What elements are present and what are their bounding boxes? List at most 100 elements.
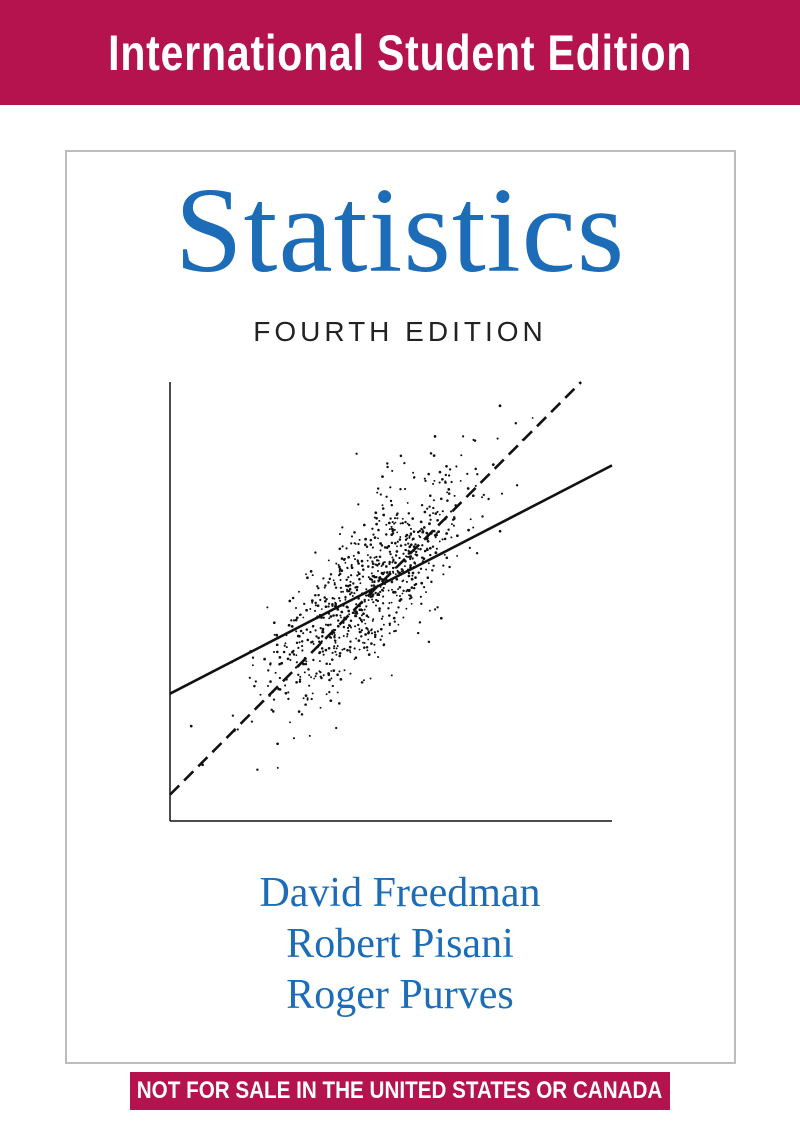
- scatter-point: [450, 536, 453, 539]
- scatter-point: [398, 556, 401, 560]
- scatter-point: [358, 648, 361, 651]
- scatter-point: [390, 580, 394, 584]
- scatter-point: [459, 479, 462, 482]
- scatter-point: [336, 624, 340, 628]
- scatter-point: [382, 644, 385, 647]
- scatter-point: [338, 670, 341, 673]
- scatter-point: [307, 668, 310, 671]
- scatter-point: [270, 708, 273, 712]
- scatter-point: [423, 510, 427, 514]
- scatter-point: [348, 587, 352, 591]
- scatter-point: [391, 469, 394, 472]
- scatter-point: [441, 510, 444, 513]
- scatter-point: [348, 649, 351, 652]
- scatter-point: [390, 674, 393, 677]
- scatter-point: [328, 663, 331, 666]
- disclaimer-text: NOT FOR SALE IN THE UNITED STATES OR CAN…: [137, 1077, 663, 1104]
- scatter-point: [355, 637, 358, 640]
- scatter-point: [319, 675, 323, 679]
- scatter-point: [295, 616, 299, 620]
- scatter-point: [344, 595, 347, 599]
- scatter-point: [366, 565, 370, 568]
- scatter-point: [408, 588, 411, 592]
- scatter-point: [360, 629, 364, 632]
- scatter-point: [409, 558, 412, 561]
- scatter-point: [344, 584, 348, 587]
- scatter-point: [390, 541, 394, 545]
- scatter-point: [389, 486, 392, 489]
- scatter-point: [414, 553, 417, 556]
- scatter-point: [332, 579, 335, 582]
- scatter-point: [333, 647, 335, 650]
- scatter-point: [358, 617, 361, 620]
- scatter-point: [342, 590, 344, 593]
- scatter-point: [302, 616, 305, 619]
- scatter-point: [329, 623, 332, 626]
- scatter-point: [304, 703, 307, 706]
- scatter-point: [365, 645, 369, 649]
- scatter-point: [362, 612, 365, 616]
- scatter-point: [308, 684, 311, 687]
- scatter-point: [378, 519, 381, 522]
- scatter-point: [389, 499, 393, 503]
- scatter-point: [445, 532, 448, 535]
- scatter-point: [321, 635, 324, 638]
- scatter-point: [295, 680, 298, 684]
- scatter-point: [360, 608, 363, 611]
- scatter-point: [432, 454, 436, 457]
- scatter-point: [417, 571, 420, 574]
- scatter-point: [379, 542, 382, 545]
- scatter-point: [433, 608, 437, 611]
- scatter-point: [331, 658, 334, 661]
- scatter-point: [410, 602, 413, 605]
- scatter-point: [383, 561, 386, 564]
- scatter-point: [321, 650, 325, 653]
- scatter-point: [346, 588, 348, 591]
- scatter-point: [371, 565, 374, 569]
- scatter-point: [515, 484, 519, 487]
- scatter-point: [426, 576, 430, 580]
- scatter-point: [400, 568, 403, 571]
- scatter-point: [300, 640, 304, 643]
- scatter-point: [498, 404, 502, 408]
- scatter-point: [369, 595, 373, 599]
- scatter-point: [387, 589, 390, 592]
- scatter-point: [355, 615, 358, 618]
- scatter-point: [399, 544, 403, 547]
- scatter-point: [370, 584, 373, 587]
- scatter-point: [320, 647, 324, 650]
- scatter-point: [333, 597, 336, 600]
- scatter-point: [359, 582, 362, 585]
- scatter-point: [366, 554, 369, 557]
- scatter-point: [399, 522, 402, 525]
- cover-frame: [65, 150, 736, 1064]
- scatter-point: [391, 570, 395, 573]
- scatter-point: [399, 454, 403, 458]
- scatter-point: [413, 583, 417, 587]
- scatter-point: [396, 517, 399, 520]
- scatter-point: [381, 507, 385, 510]
- scatter-point: [314, 604, 317, 607]
- scatter-point: [356, 574, 359, 577]
- scatter-point: [438, 540, 441, 543]
- scatter-point: [332, 614, 335, 617]
- scatter-point: [340, 569, 344, 572]
- scatter-point: [352, 582, 355, 585]
- scatter-point: [297, 646, 300, 650]
- scatter-point: [231, 714, 235, 717]
- scatter-point: [389, 552, 392, 556]
- author-name: Robert Pisani: [286, 921, 514, 967]
- scatter-point: [393, 522, 396, 525]
- scatter-point: [376, 487, 380, 490]
- scatter-point: [436, 518, 439, 522]
- scatter-point: [475, 552, 479, 555]
- scatter-point: [446, 491, 449, 494]
- scatter-point: [283, 644, 286, 647]
- scatter-point: [322, 616, 325, 619]
- scatter-point: [338, 636, 341, 639]
- scatter-point: [422, 526, 426, 529]
- scatter-point: [360, 635, 363, 638]
- scatter-point: [384, 565, 388, 568]
- scatter-point: [341, 526, 344, 529]
- scatter-point: [311, 640, 314, 644]
